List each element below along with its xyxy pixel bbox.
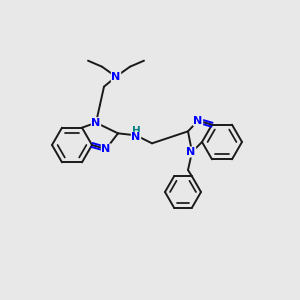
Text: N: N [186,147,196,157]
Text: H: H [132,126,140,136]
Text: N: N [194,116,202,126]
Text: N: N [92,118,100,128]
Text: N: N [131,132,141,142]
Text: N: N [101,144,111,154]
Text: N: N [111,72,121,82]
